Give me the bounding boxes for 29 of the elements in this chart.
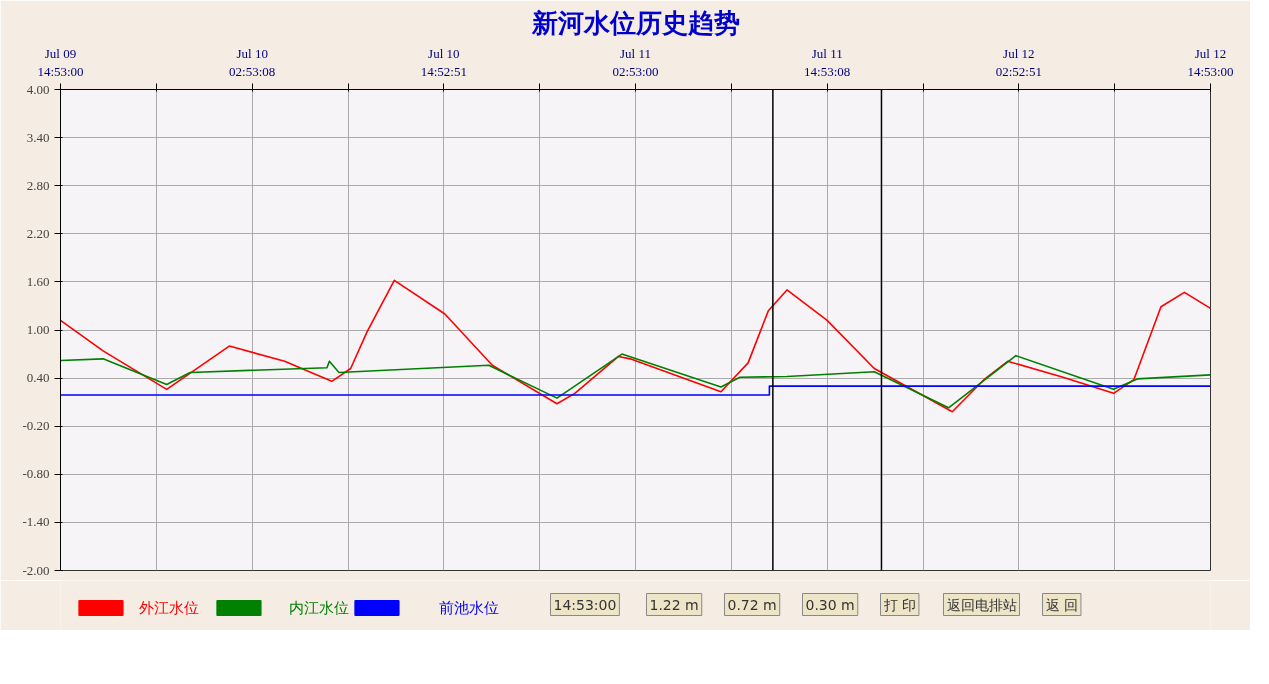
- y-tick-label: -0.80: [22, 466, 50, 482]
- x-tick-label: Jul 11 14:53:08: [804, 45, 851, 79]
- legend-label: 外江水位: [138, 598, 199, 617]
- text: 返 回: [1045, 596, 1078, 613]
- y-tick-label: 1.60: [26, 273, 50, 289]
- text: 返回电排站: [946, 596, 1017, 613]
- text: 1.22 m: [649, 596, 699, 613]
- text: 14:53:00: [553, 596, 617, 613]
- y-tick-label: 3.40: [26, 129, 50, 145]
- text: 0.30 m: [805, 596, 855, 613]
- chart-title: 新河水位历史趋势: [530, 7, 740, 38]
- x-tick-label: Jul 11 02:53:00: [612, 45, 659, 79]
- y-tick-label: 2.80: [26, 177, 50, 193]
- text: 前池水位: [438, 598, 499, 617]
- y-tick-label: -1.40: [22, 514, 50, 530]
- x-tick-label: Jul 12 02:52:51: [995, 45, 1042, 79]
- x-tick-label: Jul 12 14:53:00: [1187, 45, 1234, 79]
- y-tick-label: 4.00: [26, 81, 50, 97]
- y-tick-label: 1.00: [26, 322, 50, 337]
- y-tick-label: 2.20: [26, 225, 50, 241]
- y-tick-label: -0.20: [22, 418, 50, 434]
- legend-label: 内江水位: [288, 598, 349, 617]
- y-tick-label: -2.00: [22, 562, 50, 578]
- text: 0.72 m: [727, 596, 777, 613]
- y-tick-label: 0.40: [26, 370, 50, 386]
- x-tick-label: Jul 10 02:53:08: [229, 45, 276, 79]
- x-tick-label: Jul 09 14:53:00: [37, 45, 84, 79]
- text: 打 印: [882, 596, 916, 613]
- x-tick-label: Jul 10 14:52:51: [420, 45, 467, 79]
